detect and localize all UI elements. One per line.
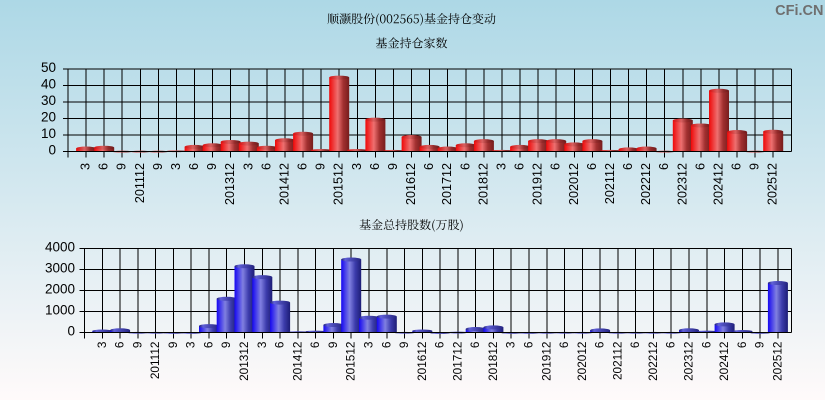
svg-text:6: 6 xyxy=(468,341,482,348)
svg-text:6: 6 xyxy=(458,163,472,170)
svg-text:3: 3 xyxy=(255,341,269,348)
svg-text:6: 6 xyxy=(664,341,678,348)
svg-text:6: 6 xyxy=(693,163,707,170)
svg-text:6: 6 xyxy=(202,341,216,348)
svg-text:6: 6 xyxy=(621,163,635,170)
svg-text:201112: 201112 xyxy=(148,342,162,380)
svg-text:40: 40 xyxy=(41,77,56,92)
svg-text:9: 9 xyxy=(753,342,767,349)
svg-text:9: 9 xyxy=(748,163,762,170)
svg-text:201312: 201312 xyxy=(237,342,251,381)
svg-text:201712: 201712 xyxy=(450,342,464,381)
svg-text:0: 0 xyxy=(48,143,56,158)
svg-text:9: 9 xyxy=(397,342,411,349)
svg-text:202012: 202012 xyxy=(567,163,581,205)
svg-text:6: 6 xyxy=(97,163,111,170)
svg-text:9: 9 xyxy=(166,342,180,349)
svg-text:30: 30 xyxy=(41,93,56,108)
svg-text:6: 6 xyxy=(113,341,127,348)
svg-text:201112: 201112 xyxy=(133,163,147,203)
svg-text:6: 6 xyxy=(557,341,571,348)
svg-text:202312: 202312 xyxy=(675,163,689,205)
svg-text:6: 6 xyxy=(379,341,393,348)
svg-text:9: 9 xyxy=(386,163,400,170)
svg-text:6: 6 xyxy=(657,163,671,170)
svg-text:3: 3 xyxy=(184,341,198,348)
svg-text:201912: 201912 xyxy=(539,342,553,381)
svg-text:201412: 201412 xyxy=(278,163,292,205)
svg-text:201812: 201812 xyxy=(476,163,490,205)
svg-text:3: 3 xyxy=(350,163,364,170)
svg-text:202412: 202412 xyxy=(717,342,731,381)
svg-text:1000: 1000 xyxy=(45,303,75,318)
svg-text:202512: 202512 xyxy=(770,342,784,381)
svg-text:3: 3 xyxy=(241,163,255,170)
svg-text:6: 6 xyxy=(187,163,201,170)
svg-text:201512: 201512 xyxy=(344,342,358,381)
svg-text:6: 6 xyxy=(585,163,599,170)
svg-text:3: 3 xyxy=(169,163,183,170)
svg-text:6: 6 xyxy=(522,341,536,348)
svg-text:0: 0 xyxy=(67,324,75,339)
svg-text:3: 3 xyxy=(504,341,518,348)
svg-text:201612: 201612 xyxy=(415,342,429,381)
svg-text:9: 9 xyxy=(115,163,129,170)
svg-text:9: 9 xyxy=(205,163,219,170)
svg-text:9: 9 xyxy=(219,342,233,349)
svg-text:202312: 202312 xyxy=(682,342,696,381)
svg-text:6: 6 xyxy=(433,341,447,348)
svg-text:6: 6 xyxy=(549,163,563,170)
svg-text:201712: 201712 xyxy=(440,163,454,205)
svg-text:3: 3 xyxy=(95,341,109,348)
svg-text:6: 6 xyxy=(273,341,287,348)
svg-text:202412: 202412 xyxy=(712,163,726,205)
svg-text:201812: 201812 xyxy=(486,342,500,381)
svg-text:3000: 3000 xyxy=(45,261,75,276)
svg-text:201412: 201412 xyxy=(290,342,304,381)
svg-text:6: 6 xyxy=(699,341,713,348)
svg-text:3: 3 xyxy=(495,163,509,170)
svg-text:202212: 202212 xyxy=(646,342,660,381)
svg-text:201612: 201612 xyxy=(404,163,418,205)
svg-text:6: 6 xyxy=(259,163,273,170)
svg-text:6: 6 xyxy=(593,341,607,348)
svg-text:6: 6 xyxy=(735,341,749,348)
svg-text:6: 6 xyxy=(368,163,382,170)
svg-text:3: 3 xyxy=(362,341,376,348)
svg-text:9: 9 xyxy=(130,342,144,349)
svg-text:6: 6 xyxy=(628,341,642,348)
svg-text:202112: 202112 xyxy=(603,163,617,204)
svg-text:4000: 4000 xyxy=(45,240,75,255)
svg-text:201312: 201312 xyxy=(223,163,237,205)
svg-text:202512: 202512 xyxy=(766,163,780,205)
svg-text:6: 6 xyxy=(730,163,744,170)
svg-text:9: 9 xyxy=(151,163,165,170)
svg-text:202012: 202012 xyxy=(575,342,589,381)
svg-text:9: 9 xyxy=(314,163,328,170)
svg-text:6: 6 xyxy=(308,341,322,348)
svg-text:CFi.CN: CFi.CN xyxy=(775,3,823,19)
svg-text:6: 6 xyxy=(513,163,527,170)
svg-text:201512: 201512 xyxy=(332,163,346,205)
svg-text:9: 9 xyxy=(326,342,340,349)
svg-text:3: 3 xyxy=(79,163,93,170)
svg-text:6: 6 xyxy=(422,163,436,170)
svg-text:50: 50 xyxy=(41,60,56,75)
svg-text:202112: 202112 xyxy=(610,342,624,381)
svg-text:201912: 201912 xyxy=(531,163,545,205)
svg-text:10: 10 xyxy=(41,126,56,141)
svg-text:202212: 202212 xyxy=(639,163,653,205)
svg-text:20: 20 xyxy=(41,110,56,125)
svg-text:2000: 2000 xyxy=(45,282,75,297)
svg-text:6: 6 xyxy=(296,163,310,170)
